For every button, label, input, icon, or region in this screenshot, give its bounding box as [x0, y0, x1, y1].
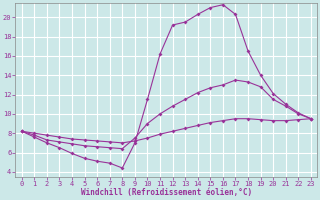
X-axis label: Windchill (Refroidissement éolien,°C): Windchill (Refroidissement éolien,°C): [81, 188, 252, 197]
